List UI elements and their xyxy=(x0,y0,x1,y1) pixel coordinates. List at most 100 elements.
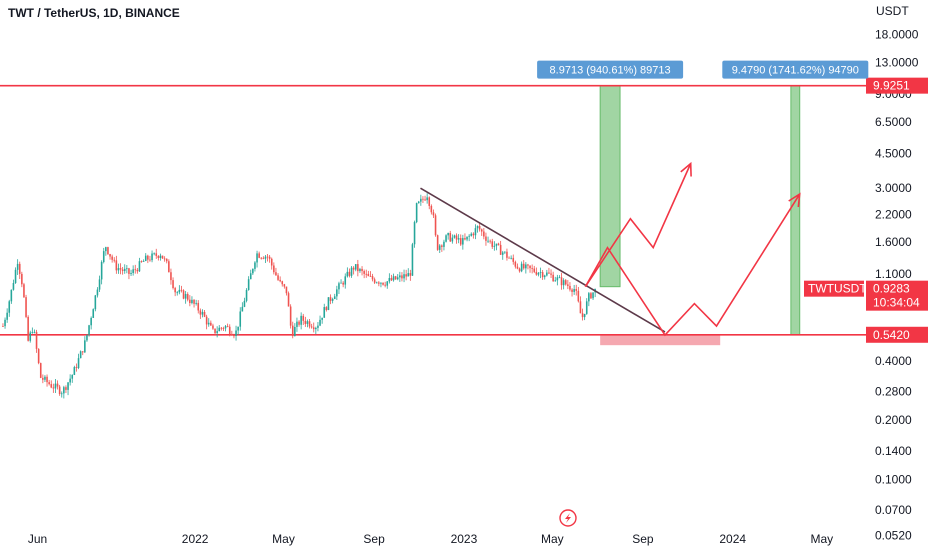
candle-body xyxy=(54,383,57,389)
candle-body xyxy=(10,289,13,302)
candle-body xyxy=(197,302,200,311)
candle-body xyxy=(29,332,32,341)
candle-body xyxy=(235,330,237,336)
candle-body xyxy=(6,312,8,320)
candle-body xyxy=(100,262,103,280)
candle-body xyxy=(27,316,29,341)
candle-body xyxy=(126,268,128,270)
measure-label-text-1: 8.9713 (940.61%) 89713 xyxy=(550,65,671,77)
candle-body xyxy=(413,222,416,245)
candle-body xyxy=(489,240,491,242)
candle-body xyxy=(241,306,244,312)
candle-body xyxy=(142,260,145,262)
candle-body xyxy=(182,290,185,299)
candle-body xyxy=(176,292,179,294)
candle-body xyxy=(470,233,473,236)
candle-body xyxy=(415,203,418,223)
candle-body xyxy=(107,247,109,255)
candle-body xyxy=(543,275,546,278)
candle-body xyxy=(361,268,363,272)
candle-body xyxy=(184,294,187,299)
candle-body xyxy=(140,261,143,262)
candle-body xyxy=(535,271,538,275)
candle-body xyxy=(224,326,227,329)
candle-body xyxy=(556,277,559,281)
candle-body xyxy=(401,275,403,279)
candle-body xyxy=(159,255,162,258)
candle-body xyxy=(205,316,208,325)
candle-body xyxy=(231,333,233,336)
candle-body xyxy=(317,325,319,328)
candle-body xyxy=(365,273,368,275)
candle-body xyxy=(23,284,25,298)
candle-body xyxy=(256,253,258,263)
candle-body xyxy=(552,274,554,282)
candle-body xyxy=(497,243,500,245)
candle-body xyxy=(132,269,134,273)
candle-body xyxy=(266,256,269,258)
candle-body xyxy=(275,272,277,276)
candle-body xyxy=(541,272,544,278)
candle-body xyxy=(569,285,571,290)
candle-body xyxy=(90,317,92,326)
candle-body xyxy=(138,261,141,272)
candle-body xyxy=(289,306,292,326)
price-tick-label: 3.0000 xyxy=(875,181,912,195)
candle-body xyxy=(18,263,21,274)
candle-body xyxy=(449,233,452,242)
candle-body xyxy=(380,282,382,284)
candle-body xyxy=(453,235,456,238)
candle-body xyxy=(71,374,74,379)
candle-body xyxy=(527,264,529,266)
candle-body xyxy=(254,262,256,269)
candle-body xyxy=(39,363,42,378)
candle-body xyxy=(388,278,391,282)
candle-body xyxy=(548,272,550,274)
candle-body xyxy=(37,348,40,364)
time-tick-label: May xyxy=(272,532,295,546)
candle-body xyxy=(579,301,582,314)
candle-body xyxy=(575,289,578,291)
candle-body xyxy=(16,263,19,270)
current-price-text: 0.9283 xyxy=(873,282,910,296)
candle-body xyxy=(210,322,212,326)
candle-body xyxy=(451,237,454,242)
candle-body xyxy=(262,257,265,259)
candle-body xyxy=(50,384,53,388)
time-axis[interactable]: Jun 2022 May Sep 2023 May Sep 2024 May xyxy=(28,532,833,546)
candle-body xyxy=(273,265,275,273)
candle-body xyxy=(130,272,132,274)
time-tick-label: May xyxy=(810,532,833,546)
candle-body xyxy=(310,326,313,328)
candle-body xyxy=(157,255,160,258)
candle-body xyxy=(350,267,353,276)
candle-body xyxy=(514,261,517,267)
candle-body xyxy=(554,280,557,282)
candle-body xyxy=(329,297,332,301)
chart-title: TWT / TetherUS, 1D, BINANCE xyxy=(8,6,180,20)
candle-body xyxy=(520,263,523,272)
candle-body xyxy=(564,280,567,285)
candle-body xyxy=(35,331,38,349)
candle-body xyxy=(123,268,126,271)
candle-body xyxy=(483,231,485,237)
candle-body xyxy=(443,241,445,247)
candle-body xyxy=(69,378,71,383)
candle-body xyxy=(243,300,246,307)
candle-body xyxy=(367,273,370,277)
price-tick-label: 18.0000 xyxy=(875,28,919,42)
candle-body xyxy=(592,292,594,299)
candle-body xyxy=(98,279,101,290)
candle-body xyxy=(346,271,349,277)
candle-body xyxy=(153,253,155,255)
candle-body xyxy=(63,387,65,394)
candle-body xyxy=(44,376,46,380)
candle-body xyxy=(283,284,286,287)
candle-body xyxy=(147,255,149,260)
candle-body xyxy=(237,326,239,331)
candle-body xyxy=(480,229,483,232)
candle-body xyxy=(491,241,494,247)
candle-body xyxy=(567,284,569,286)
candle-body xyxy=(92,309,95,318)
